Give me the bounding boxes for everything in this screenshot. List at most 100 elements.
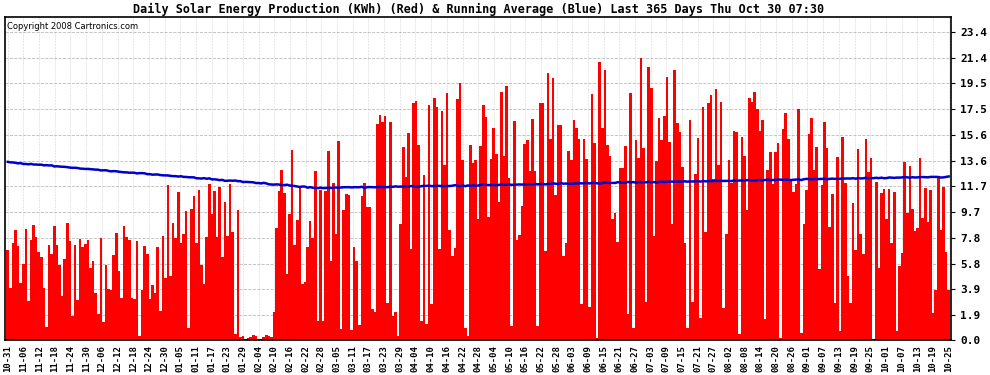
- Bar: [490, 159, 492, 340]
- Bar: [575, 128, 578, 340]
- Bar: [425, 324, 428, 340]
- Bar: [161, 236, 164, 340]
- Bar: [625, 146, 627, 340]
- Bar: [932, 313, 935, 340]
- Bar: [681, 167, 684, 340]
- Bar: [373, 312, 376, 340]
- Bar: [314, 171, 317, 340]
- Bar: [790, 179, 792, 340]
- Bar: [252, 334, 254, 340]
- Bar: [446, 93, 448, 340]
- Bar: [386, 303, 389, 340]
- Bar: [126, 237, 128, 340]
- Bar: [153, 293, 156, 340]
- Bar: [63, 259, 66, 340]
- Bar: [464, 328, 466, 340]
- Bar: [105, 266, 107, 340]
- Bar: [58, 265, 60, 340]
- Bar: [919, 158, 922, 340]
- Bar: [611, 219, 614, 340]
- Bar: [33, 225, 35, 340]
- Bar: [843, 183, 846, 340]
- Bar: [14, 230, 17, 340]
- Bar: [444, 165, 446, 340]
- Bar: [567, 151, 570, 340]
- Bar: [166, 186, 169, 340]
- Bar: [360, 196, 363, 340]
- Bar: [529, 171, 532, 340]
- Bar: [779, 338, 782, 340]
- Bar: [128, 240, 131, 340]
- Bar: [456, 99, 458, 340]
- Bar: [800, 333, 803, 340]
- Bar: [280, 170, 283, 340]
- Bar: [797, 109, 800, 340]
- Bar: [407, 133, 410, 340]
- Bar: [513, 121, 516, 340]
- Bar: [657, 118, 660, 340]
- Bar: [764, 320, 766, 340]
- Bar: [428, 105, 431, 340]
- Bar: [736, 132, 738, 340]
- Bar: [110, 290, 113, 340]
- Bar: [862, 254, 864, 340]
- Bar: [578, 139, 580, 340]
- Bar: [350, 330, 352, 340]
- Text: Copyright 2008 Cartronics.com: Copyright 2008 Cartronics.com: [7, 22, 139, 31]
- Bar: [9, 288, 12, 340]
- Bar: [330, 261, 333, 340]
- Bar: [758, 131, 761, 340]
- Bar: [461, 160, 464, 340]
- Bar: [384, 116, 386, 340]
- Bar: [433, 98, 436, 340]
- Bar: [787, 138, 790, 340]
- Bar: [935, 291, 937, 340]
- Bar: [405, 177, 407, 340]
- Bar: [940, 230, 942, 340]
- Bar: [924, 188, 927, 340]
- Bar: [347, 195, 350, 340]
- Bar: [113, 255, 115, 340]
- Bar: [275, 228, 278, 340]
- Bar: [743, 156, 745, 340]
- Bar: [839, 330, 842, 340]
- Bar: [805, 189, 808, 340]
- Bar: [423, 175, 425, 340]
- Bar: [97, 314, 100, 340]
- Bar: [927, 222, 930, 340]
- Bar: [609, 156, 611, 340]
- Bar: [733, 131, 736, 340]
- Bar: [826, 147, 829, 340]
- Bar: [237, 210, 240, 340]
- Bar: [182, 234, 185, 340]
- Bar: [731, 183, 733, 340]
- Bar: [420, 321, 423, 340]
- Bar: [283, 193, 286, 340]
- Bar: [107, 290, 110, 340]
- Bar: [598, 62, 601, 340]
- Bar: [35, 237, 38, 340]
- Bar: [593, 143, 596, 340]
- Bar: [55, 246, 58, 340]
- Bar: [824, 122, 826, 340]
- Bar: [544, 251, 546, 340]
- Bar: [394, 312, 397, 340]
- Bar: [270, 337, 272, 340]
- Bar: [410, 249, 412, 340]
- Bar: [784, 113, 787, 340]
- Bar: [546, 73, 549, 340]
- Bar: [144, 246, 147, 340]
- Bar: [859, 234, 862, 340]
- Bar: [131, 298, 133, 340]
- Bar: [728, 160, 731, 340]
- Bar: [857, 149, 859, 340]
- Bar: [591, 93, 593, 340]
- Bar: [267, 336, 270, 340]
- Bar: [505, 87, 508, 340]
- Bar: [890, 243, 893, 340]
- Bar: [549, 139, 551, 340]
- Bar: [53, 226, 55, 340]
- Bar: [676, 123, 678, 340]
- Bar: [265, 335, 267, 340]
- Bar: [710, 95, 712, 340]
